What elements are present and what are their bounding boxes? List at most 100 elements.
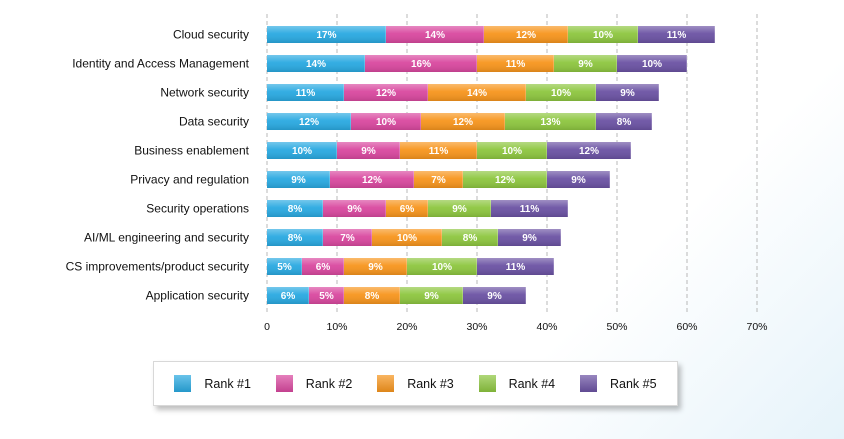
data-label: 6%	[316, 262, 331, 273]
legend-swatch	[275, 375, 293, 392]
stacked-bar-chart: Cloud security Identity and Access Manage…	[66, 14, 768, 333]
data-label: 12%	[495, 175, 515, 186]
legend-label: Rank #2	[305, 376, 353, 391]
data-label: 10%	[292, 146, 312, 157]
data-label: 8%	[288, 233, 303, 244]
bar-segment-gloss	[617, 55, 687, 72]
data-label: 7%	[340, 233, 355, 244]
bars: 17% 14% 12% 10% 11% 14% 16% 11% 9% 10% 11% 12% 14% 10…	[267, 26, 716, 304]
bar-segment-gloss	[498, 229, 561, 246]
data-label: 12%	[299, 117, 319, 128]
data-label: 13%	[540, 117, 560, 128]
bar-segment-gloss	[547, 142, 631, 159]
bar-segment-gloss	[323, 200, 386, 217]
category-label: Application security	[146, 289, 249, 303]
bar-segment-gloss	[267, 200, 323, 217]
bar-segment-gloss	[638, 26, 715, 43]
x-tick-label: 60%	[676, 321, 697, 333]
data-label: 16%	[411, 59, 431, 70]
bar-segment-gloss	[596, 113, 652, 130]
legend-label: Rank #4	[508, 376, 556, 391]
legend-label: Rank #3	[407, 376, 454, 391]
legend-item: Rank #5	[579, 375, 657, 392]
data-label: 8%	[463, 233, 478, 244]
data-label: 9%	[522, 233, 537, 244]
category-label: Business enablement	[134, 144, 249, 158]
data-label: 14%	[306, 59, 326, 70]
bar-segment-gloss	[337, 142, 400, 159]
bar-segment-gloss	[428, 84, 526, 101]
category-labels: Cloud security Identity and Access Manage…	[66, 28, 250, 303]
data-label: 5%	[277, 262, 292, 273]
data-label: 10%	[376, 117, 396, 128]
bar-segment-gloss	[267, 287, 309, 304]
data-label: 9%	[452, 204, 467, 215]
category-label: Security operations	[146, 202, 249, 216]
bar-segment-gloss	[302, 258, 344, 275]
data-label: 9%	[291, 175, 306, 186]
bar-segment-gloss	[442, 229, 498, 246]
legend-item: Rank #4	[478, 375, 556, 392]
data-label: 11%	[506, 262, 526, 273]
data-label: 10%	[432, 262, 452, 273]
bar-segment-gloss	[491, 200, 568, 217]
data-label: 8%	[365, 291, 380, 302]
bar-segment-gloss	[554, 55, 617, 72]
bar-segment-gloss	[428, 200, 491, 217]
bar-segment-gloss	[463, 171, 547, 188]
data-label: 12%	[376, 88, 396, 99]
x-axis-ticks: 0 10% 20% 30% 40% 50% 60% 70%	[264, 321, 767, 333]
data-label: 6%	[400, 204, 415, 215]
bar-segment-gloss	[400, 287, 463, 304]
bar-segment-gloss	[330, 171, 414, 188]
category-label: Network security	[160, 86, 249, 100]
data-label: 10%	[551, 88, 571, 99]
data-label: 10%	[502, 146, 522, 157]
category-label: Privacy and regulation	[130, 173, 249, 187]
legend-item: Rank #1	[174, 375, 251, 392]
bar-segment-gloss	[421, 113, 505, 130]
data-label: 9%	[347, 204, 362, 215]
bar-segment-gloss	[365, 55, 477, 72]
bar-segment-gloss	[344, 258, 407, 275]
data-label: 10%	[642, 59, 662, 70]
data-label: 9%	[620, 88, 635, 99]
data-label: 12%	[362, 175, 382, 186]
bar-segment-gloss	[386, 26, 484, 43]
data-label: 11%	[520, 204, 540, 215]
bar-segment-gloss	[267, 258, 302, 275]
legend-swatch	[478, 375, 496, 392]
bar-segment-gloss	[267, 229, 323, 246]
data-label: 17%	[316, 30, 336, 41]
bar-segment-gloss	[463, 287, 526, 304]
data-label: 9%	[424, 291, 439, 302]
bar-segment-gloss	[267, 113, 351, 130]
data-label: 12%	[453, 117, 473, 128]
x-tick-label: 40%	[536, 321, 557, 333]
data-label: 9%	[487, 291, 502, 302]
legend-item: Rank #3	[377, 375, 454, 392]
bar-segment-gloss	[309, 287, 344, 304]
bar-segment-gloss	[372, 229, 442, 246]
bar-segment-gloss	[386, 200, 428, 217]
data-label: 8%	[617, 117, 632, 128]
x-tick-label: 50%	[606, 321, 627, 333]
data-label: 12%	[516, 30, 536, 41]
x-tick-label: 10%	[326, 321, 347, 333]
bar-segment-gloss	[267, 171, 330, 188]
bar-segment-gloss	[267, 84, 344, 101]
legend-swatch	[377, 375, 395, 392]
data-label: 14%	[467, 88, 487, 99]
data-label: 12%	[579, 146, 599, 157]
bar-segment-gloss	[414, 171, 463, 188]
x-tick-label: 0	[264, 321, 270, 333]
bar-segment-gloss	[484, 26, 568, 43]
bar-segment-gloss	[477, 55, 554, 72]
bar-segment-gloss	[267, 55, 365, 72]
legend-label: Rank #5	[609, 376, 657, 391]
bar-segment-gloss	[267, 26, 386, 43]
category-label: AI/ML engineering and security	[84, 231, 249, 245]
data-label: 11%	[296, 88, 316, 99]
x-tick-label: 20%	[396, 321, 417, 333]
data-label: 14%	[425, 30, 445, 41]
